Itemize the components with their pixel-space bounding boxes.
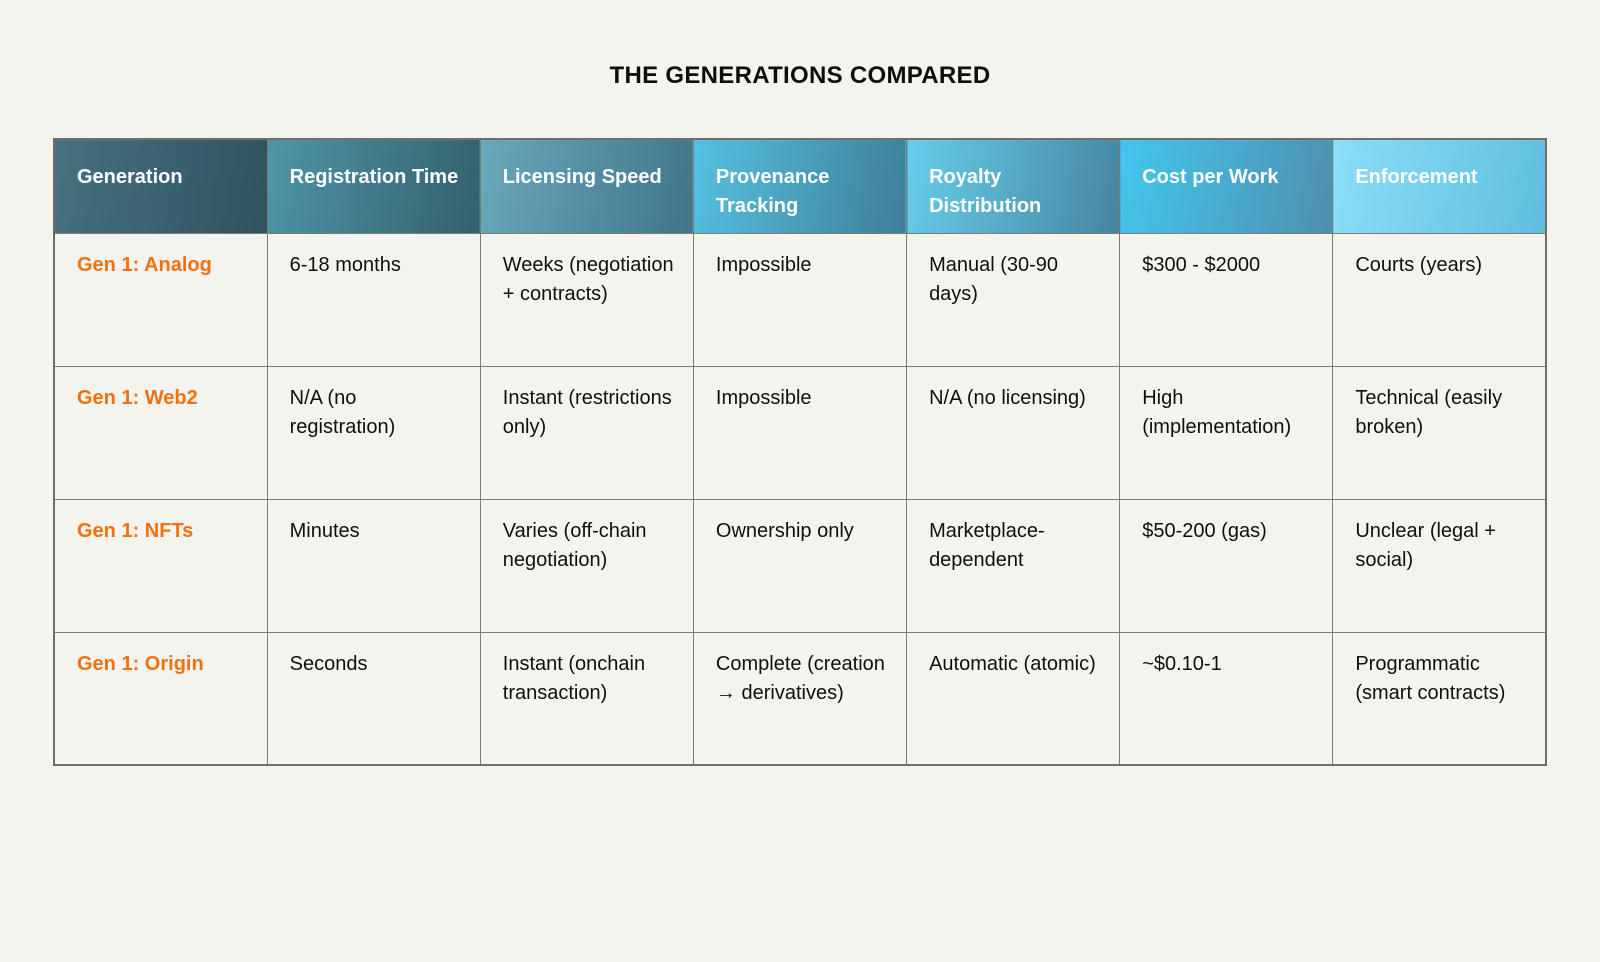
infographic-page: THE GENERATIONS COMPARED Generation Regi… [0,62,1600,962]
table-cell: Instant (restrictions only) [479,365,694,500]
table-cell: Minutes [266,498,481,633]
table-cell: Impossible [692,232,908,367]
header-cell-royalty-distribution: Royalty Distribution [906,138,1121,234]
table-cell: High (implementation) [1119,365,1334,500]
table-cell: Courts (years) [1332,232,1547,367]
header-cell-generation: Generation [53,138,268,234]
row-label: Gen 1: Web2 [53,365,268,500]
table-cell: Weeks (negotiation + contracts) [479,232,694,367]
table-cell: $300 - $2000 [1119,232,1334,367]
table-cell: ~$0.10-1 [1119,631,1334,766]
table-cell: $50-200 (gas) [1119,498,1334,633]
header-cell-licensing-speed: Licensing Speed [479,138,694,234]
table-cell: Automatic (atomic) [906,631,1121,766]
table-cell: N/A (no licensing) [906,365,1121,500]
table-cell: Varies (off-chain negotiation) [479,498,694,633]
page-title: THE GENERATIONS COMPARED [609,62,991,89]
table-cell: Impossible [692,365,908,500]
header-cell-enforcement: Enforcement [1332,138,1547,234]
table-cell: Programmatic (smart contracts) [1332,631,1547,766]
table-row-gen1-web2: Gen 1: Web2 N/A (no registration) Instan… [53,365,1547,500]
table-cell: Marketplace-dependent [906,498,1121,633]
header-cell-provenance-tracking: Provenance Tracking [692,138,908,234]
table-row-gen1-nfts: Gen 1: NFTs Minutes Varies (off-chain ne… [53,498,1547,633]
table-cell: Ownership only [692,498,908,633]
table-cell: 6-18 months [266,232,481,367]
header-row: Generation Registration Time Licensing S… [53,138,1547,234]
row-label: Gen 1: NFTs [53,498,268,633]
header-cell-cost-per-work: Cost per Work [1119,138,1334,234]
table-header: Generation Registration Time Licensing S… [53,138,1547,234]
table-cell: Technical (easily broken) [1332,365,1547,500]
table-cell: Manual (30-90 days) [906,232,1121,367]
table-row-gen1-origin: Gen 1: Origin Seconds Instant (onchain t… [53,631,1547,766]
table-cell: Seconds [266,631,481,766]
table-row-gen1-analog: Gen 1: Analog 6-18 months Weeks (negotia… [53,232,1547,367]
table-cell: Instant (onchain transaction) [479,631,694,766]
generations-comparison-table: Generation Registration Time Licensing S… [53,138,1547,766]
table-cell: Complete (creation → derivatives) [692,631,908,766]
row-label: Gen 1: Origin [53,631,268,766]
row-label: Gen 1: Analog [53,232,268,367]
header-cell-registration-time: Registration Time [266,138,481,234]
table-cell: N/A (no registration) [266,365,481,500]
table-cell: Unclear (legal + social) [1332,498,1547,633]
table-body: Gen 1: Analog 6-18 months Weeks (negotia… [53,232,1547,766]
